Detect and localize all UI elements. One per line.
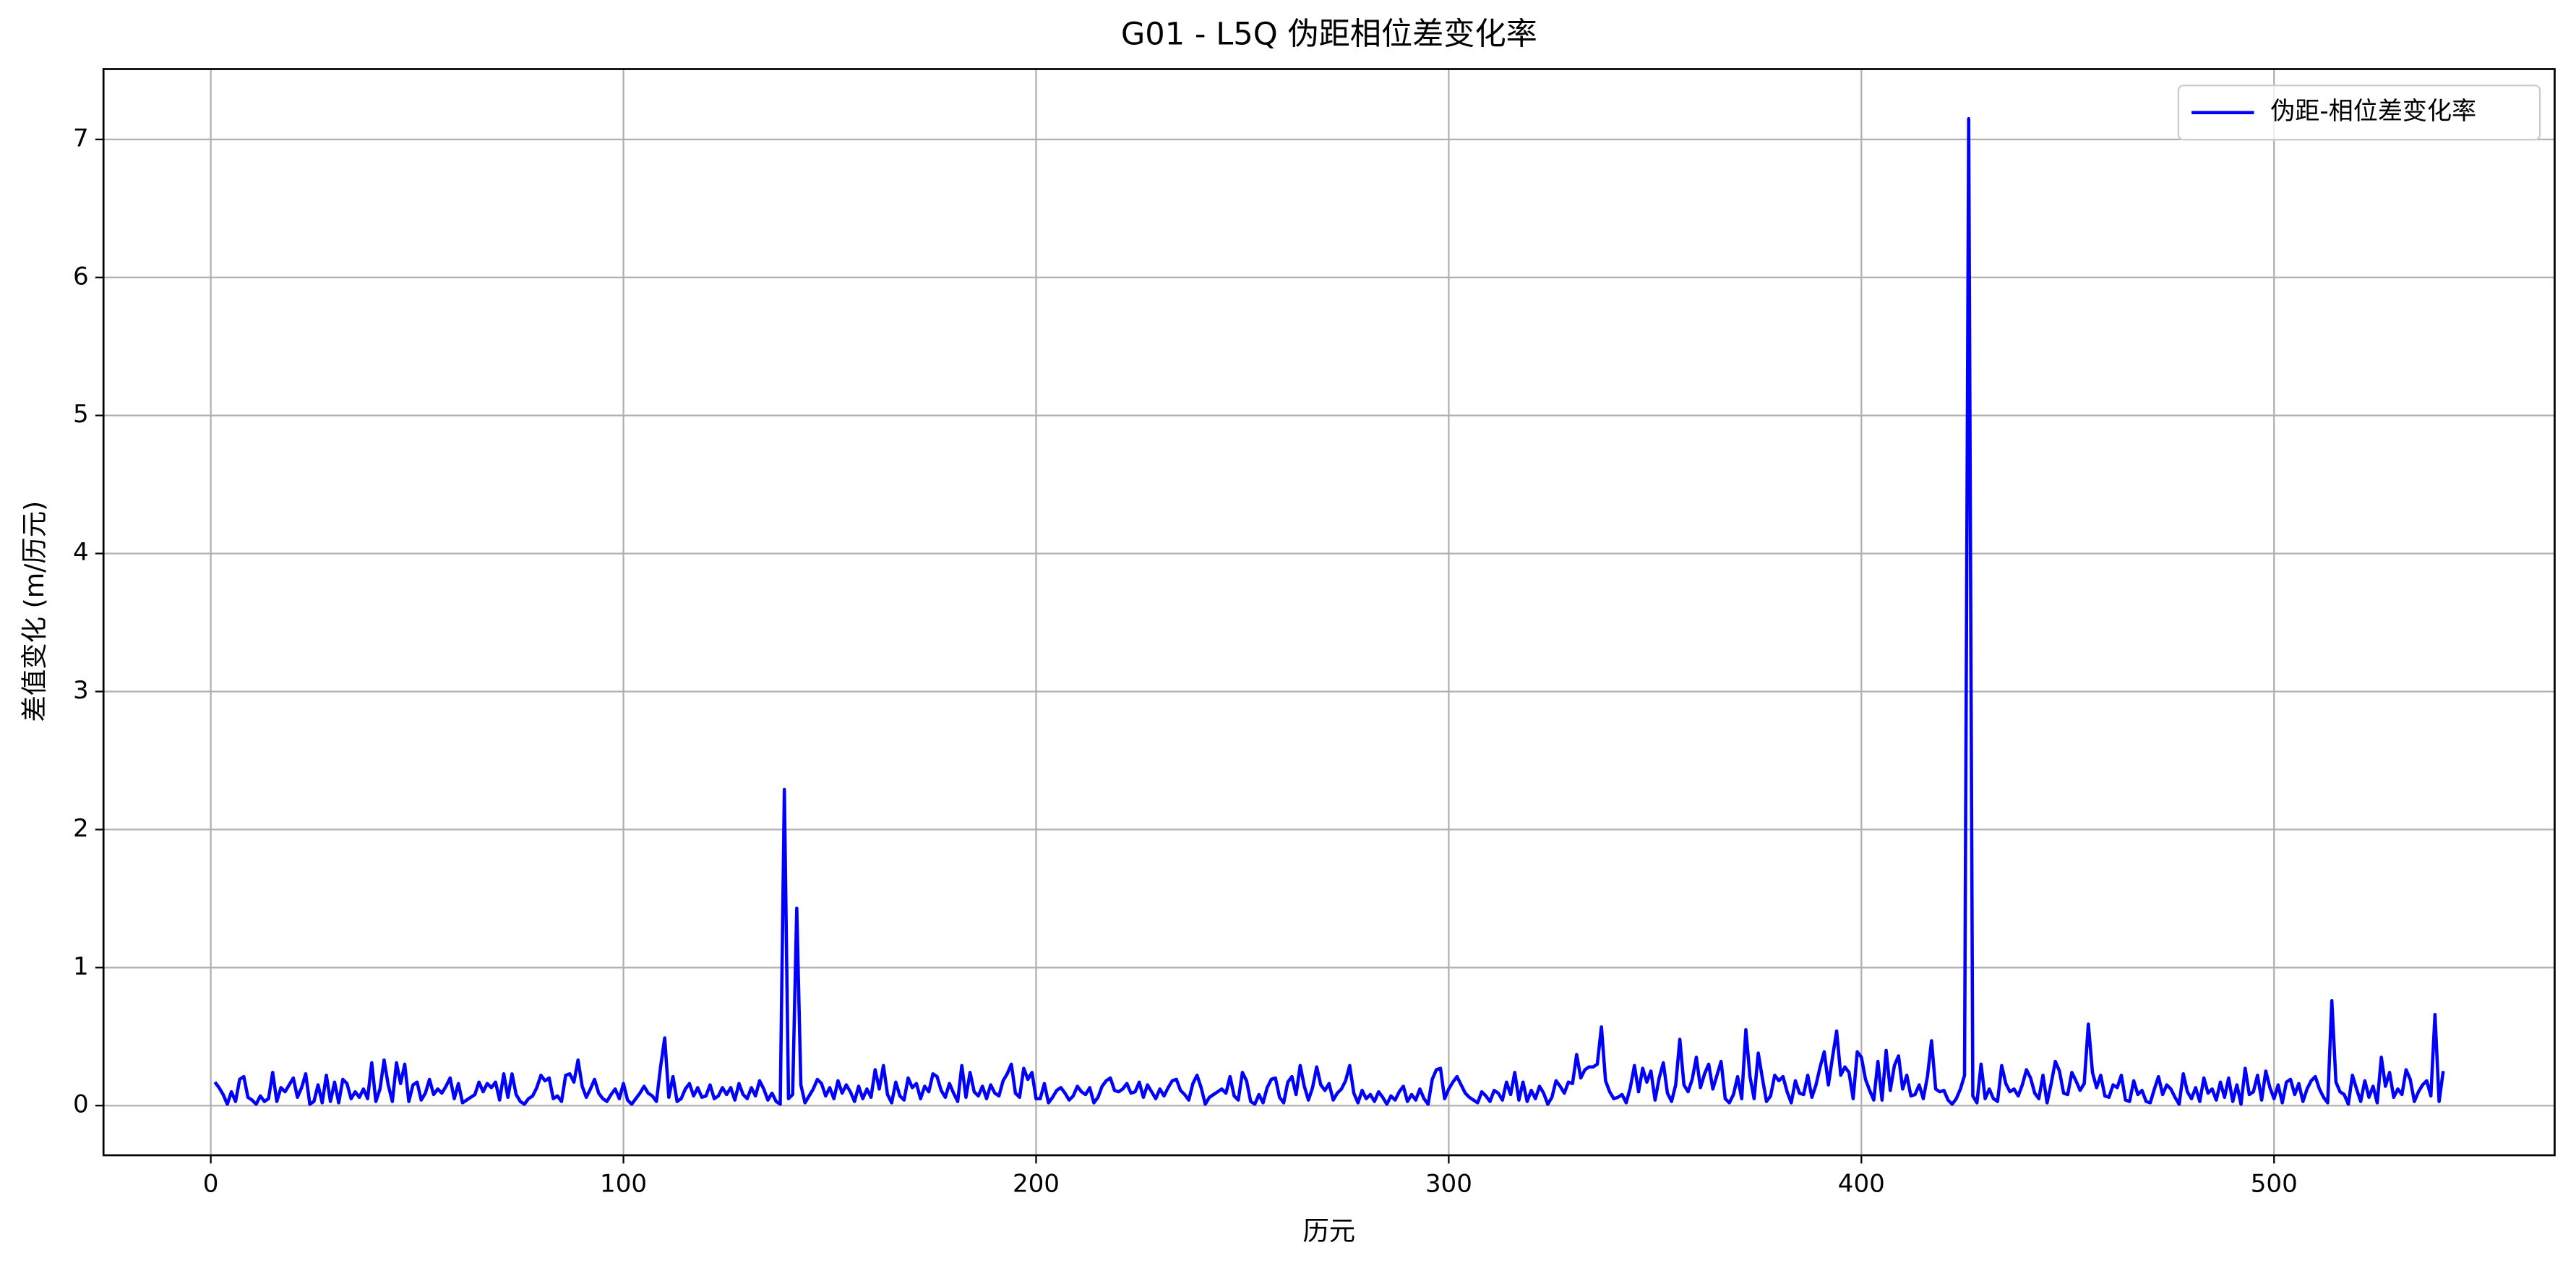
y-tick-label: 6 [73,262,89,291]
plot-frame [102,68,2556,1157]
y-tick-label: 0 [73,1090,89,1119]
x-axis-label: 历元 [1302,1215,1355,1246]
x-tick-label: 100 [600,1169,647,1198]
x-tick-label: 400 [1838,1169,1885,1198]
y-axis-label: 差值变化 (m/历元) [19,501,50,722]
y-tick-label: 7 [73,124,89,153]
legend-label: 伪距-相位差变化率 [2270,97,2476,126]
legend-box [2177,85,2541,141]
x-tick-label: 300 [1425,1169,1472,1198]
y-tick-label: 1 [73,952,89,981]
x-tick-label: 0 [203,1169,219,1198]
chart-title: G01 - L5Q 伪距相位差变化率 [1121,17,1537,53]
y-tick-label: 5 [73,400,89,429]
y-tick-label: 3 [73,676,89,705]
y-tick-label: 4 [73,538,89,567]
x-tick-label: 500 [2251,1169,2298,1198]
data-line [213,116,2445,1106]
y-tick-label: 2 [73,814,89,843]
x-tick-label: 200 [1013,1169,1060,1198]
